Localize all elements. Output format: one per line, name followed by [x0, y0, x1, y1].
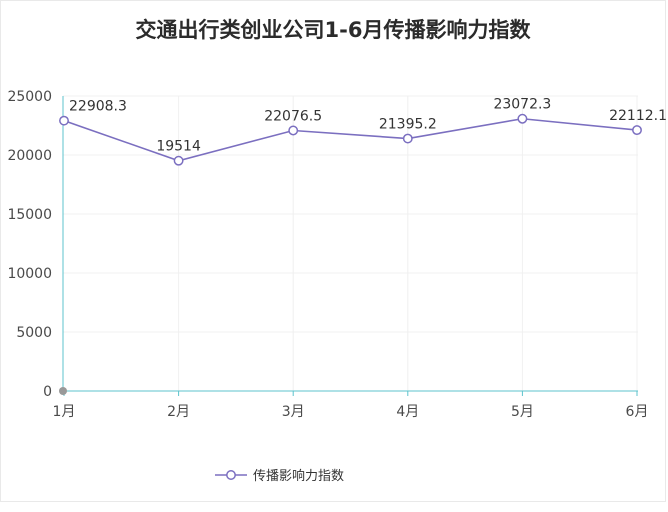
legend-marker[interactable]	[226, 470, 236, 480]
legend-label[interactable]: 传播影响力指数	[253, 468, 344, 484]
data-point[interactable]	[173, 155, 184, 166]
data-point[interactable]	[288, 125, 299, 136]
y-tick-label: 10000	[7, 266, 52, 282]
series-layer	[59, 113, 642, 166]
data-label: 19514	[156, 139, 201, 155]
data-point[interactable]	[517, 113, 528, 124]
legend[interactable]: 传播影响力指数	[215, 468, 344, 484]
axis-origin-dot	[59, 387, 67, 395]
chart-title: 交通出行类创业公司1-6月传播影响力指数	[135, 18, 531, 42]
chart-frame	[0, 0, 666, 502]
data-label: 22908.3	[69, 99, 127, 115]
data-point[interactable]	[632, 125, 642, 136]
series-line	[63, 117, 638, 162]
y-tick-label: 15000	[7, 207, 52, 223]
x-tick-label: 4月	[396, 404, 419, 420]
data-labels: 22908.3 19514 22076.5 21395.2 23072.3 22112.1	[69, 97, 667, 155]
x-tick-label: 3月	[282, 404, 305, 420]
y-tick-label: 20000	[7, 148, 52, 164]
data-point[interactable]	[402, 133, 413, 144]
y-tick-label: 0	[43, 384, 52, 400]
x-tick-label: 2月	[167, 404, 190, 420]
data-label: 22112.1	[609, 108, 667, 124]
data-label: 22076.5	[264, 108, 322, 124]
data-point[interactable]	[59, 115, 69, 126]
axes: 0 5000 10000 15000 20000 25000 1月 2月 3月 4月 5月 6月	[7, 89, 648, 420]
y-tick-label: 25000	[7, 89, 52, 105]
data-label: 23072.3	[493, 97, 551, 113]
x-tick-label: 6月	[626, 404, 649, 420]
x-tick-label: 5月	[511, 404, 534, 420]
x-tick-label: 1月	[53, 404, 76, 420]
y-tick-label: 5000	[16, 325, 52, 341]
data-label: 21395.2	[379, 117, 437, 133]
grid-lines	[63, 95, 638, 391]
